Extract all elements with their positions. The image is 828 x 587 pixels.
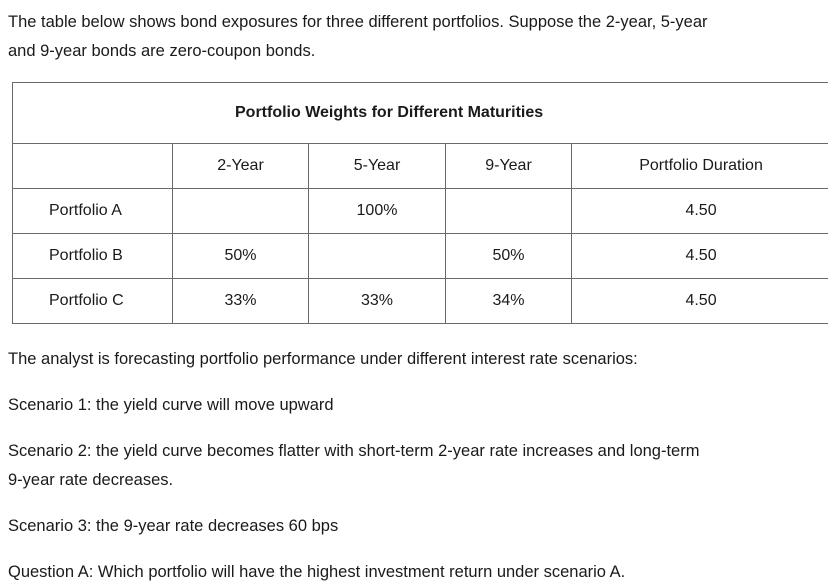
table-title: Portfolio Weights for Different Maturiti… (13, 83, 828, 144)
row-label-portfolio-c: Portfolio C (13, 279, 173, 324)
header-2-year: 2-Year (173, 144, 309, 189)
intro-line-1: The table below shows bond exposures for… (8, 13, 708, 31)
cell-b-5-year (309, 234, 446, 279)
intro-paragraph: The table below shows bond exposures for… (8, 8, 708, 66)
cell-c-9-year: 34% (446, 279, 572, 324)
intro-line-2: and 9-year bonds are zero-coupon bonds. (8, 42, 315, 60)
cell-a-9-year (446, 189, 572, 234)
cell-b-9-year: 50% (446, 234, 572, 279)
scenario-2-paragraph: Scenario 2: the yield curve becomes flat… (8, 437, 699, 495)
analyst-text: The analyst is forecasting portfolio per… (8, 345, 638, 374)
header-empty (13, 144, 173, 189)
table-header-row: 2-Year 5-Year 9-Year Portfolio Duration (13, 144, 828, 189)
scenario-3-text: Scenario 3: the 9-year rate decreases 60… (8, 512, 338, 541)
portfolio-weights-table: Portfolio Weights for Different Maturiti… (12, 82, 828, 324)
cell-c-2-year: 33% (173, 279, 309, 324)
cell-b-duration: 4.50 (572, 234, 828, 279)
portfolio-weights-table-wrapper: Portfolio Weights for Different Maturiti… (12, 82, 828, 328)
cell-b-2-year: 50% (173, 234, 309, 279)
cell-a-duration: 4.50 (572, 189, 828, 234)
cell-c-5-year: 33% (309, 279, 446, 324)
table-row: Portfolio A 100% 4.50 (13, 189, 828, 234)
scenario-2-line-1: Scenario 2: the yield curve becomes flat… (8, 442, 699, 460)
row-label-portfolio-a: Portfolio A (13, 189, 173, 234)
scenario-2-line-2: 9-year rate decreases. (8, 471, 173, 489)
question-a-text: Question A: Which portfolio will have th… (8, 558, 625, 587)
header-9-year: 9-Year (446, 144, 572, 189)
table-row: Portfolio B 50% 50% 4.50 (13, 234, 828, 279)
cell-a-5-year: 100% (309, 189, 446, 234)
header-5-year: 5-Year (309, 144, 446, 189)
table-row: Portfolio C 33% 33% 34% 4.50 (13, 279, 828, 324)
row-label-portfolio-b: Portfolio B (13, 234, 173, 279)
scenario-1-text: Scenario 1: the yield curve will move up… (8, 391, 334, 420)
cell-c-duration: 4.50 (572, 279, 828, 324)
cell-a-2-year (173, 189, 309, 234)
header-portfolio-duration: Portfolio Duration (572, 144, 828, 189)
